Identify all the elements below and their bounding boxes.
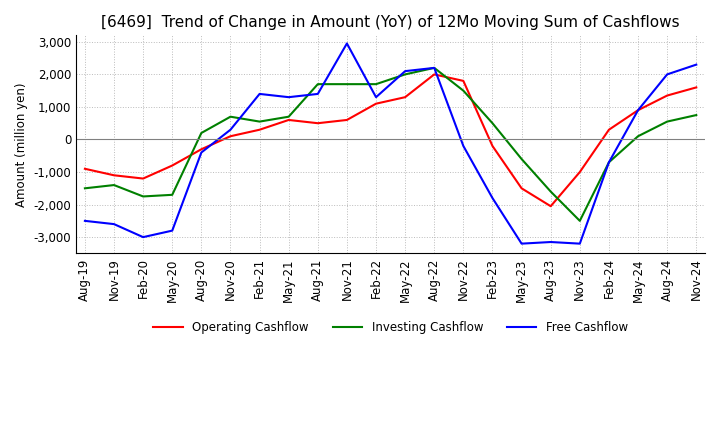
Free Cashflow (109, 221, 118, 227)
Legend: Operating Cashflow, Investing Cashflow, Free Cashflow: Operating Cashflow, Investing Cashflow, … (149, 317, 632, 339)
Investing Cashflow (459, 88, 468, 93)
Line: Investing Cashflow: Investing Cashflow (85, 68, 696, 221)
Investing Cashflow (488, 121, 497, 126)
Operating Cashflow (517, 186, 526, 191)
Investing Cashflow (430, 65, 438, 70)
Operating Cashflow (401, 95, 410, 100)
Investing Cashflow (634, 134, 642, 139)
Investing Cashflow (81, 186, 89, 191)
Operating Cashflow (663, 93, 672, 98)
Operating Cashflow (546, 204, 555, 209)
Free Cashflow (430, 65, 438, 70)
Line: Operating Cashflow: Operating Cashflow (85, 74, 696, 206)
Operating Cashflow (372, 101, 380, 106)
Operating Cashflow (109, 172, 118, 178)
Operating Cashflow (226, 134, 235, 139)
Investing Cashflow (109, 183, 118, 188)
Free Cashflow (401, 69, 410, 74)
Investing Cashflow (663, 119, 672, 124)
Operating Cashflow (430, 72, 438, 77)
Free Cashflow (575, 241, 584, 246)
Y-axis label: Amount (million yen): Amount (million yen) (15, 82, 28, 207)
Free Cashflow (372, 95, 380, 100)
Investing Cashflow (226, 114, 235, 119)
Operating Cashflow (634, 107, 642, 113)
Free Cashflow (343, 41, 351, 46)
Investing Cashflow (284, 114, 293, 119)
Operating Cashflow (343, 117, 351, 123)
Free Cashflow (313, 91, 322, 96)
Free Cashflow (226, 127, 235, 132)
Operating Cashflow (81, 166, 89, 172)
Free Cashflow (459, 143, 468, 149)
Free Cashflow (692, 62, 701, 67)
Investing Cashflow (139, 194, 148, 199)
Operating Cashflow (575, 169, 584, 175)
Operating Cashflow (197, 147, 206, 152)
Free Cashflow (81, 218, 89, 224)
Investing Cashflow (692, 113, 701, 118)
Operating Cashflow (256, 127, 264, 132)
Operating Cashflow (168, 163, 176, 168)
Operating Cashflow (284, 117, 293, 123)
Investing Cashflow (343, 81, 351, 87)
Line: Free Cashflow: Free Cashflow (85, 44, 696, 244)
Investing Cashflow (256, 119, 264, 124)
Investing Cashflow (575, 218, 584, 224)
Investing Cashflow (372, 81, 380, 87)
Investing Cashflow (313, 81, 322, 87)
Investing Cashflow (168, 192, 176, 198)
Free Cashflow (488, 195, 497, 201)
Free Cashflow (663, 72, 672, 77)
Free Cashflow (139, 235, 148, 240)
Free Cashflow (634, 107, 642, 113)
Free Cashflow (546, 239, 555, 245)
Investing Cashflow (517, 156, 526, 161)
Investing Cashflow (546, 189, 555, 194)
Investing Cashflow (401, 72, 410, 77)
Operating Cashflow (459, 78, 468, 84)
Free Cashflow (605, 160, 613, 165)
Free Cashflow (168, 228, 176, 233)
Operating Cashflow (139, 176, 148, 181)
Free Cashflow (256, 91, 264, 96)
Operating Cashflow (692, 85, 701, 90)
Investing Cashflow (197, 130, 206, 136)
Operating Cashflow (488, 143, 497, 149)
Free Cashflow (517, 241, 526, 246)
Free Cashflow (284, 95, 293, 100)
Operating Cashflow (313, 121, 322, 126)
Free Cashflow (197, 150, 206, 155)
Title: [6469]  Trend of Change in Amount (YoY) of 12Mo Moving Sum of Cashflows: [6469] Trend of Change in Amount (YoY) o… (102, 15, 680, 30)
Investing Cashflow (605, 160, 613, 165)
Operating Cashflow (605, 127, 613, 132)
